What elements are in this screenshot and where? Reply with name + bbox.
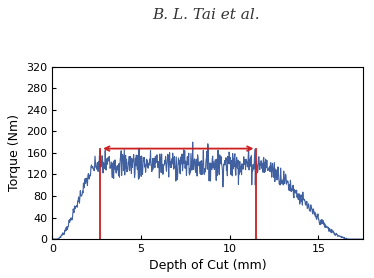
X-axis label: Depth of Cut (mm): Depth of Cut (mm) [149,259,266,272]
Y-axis label: Torque (Nm): Torque (Nm) [8,115,21,191]
Text: B. L. Tai et al.: B. L. Tai et al. [152,8,260,22]
